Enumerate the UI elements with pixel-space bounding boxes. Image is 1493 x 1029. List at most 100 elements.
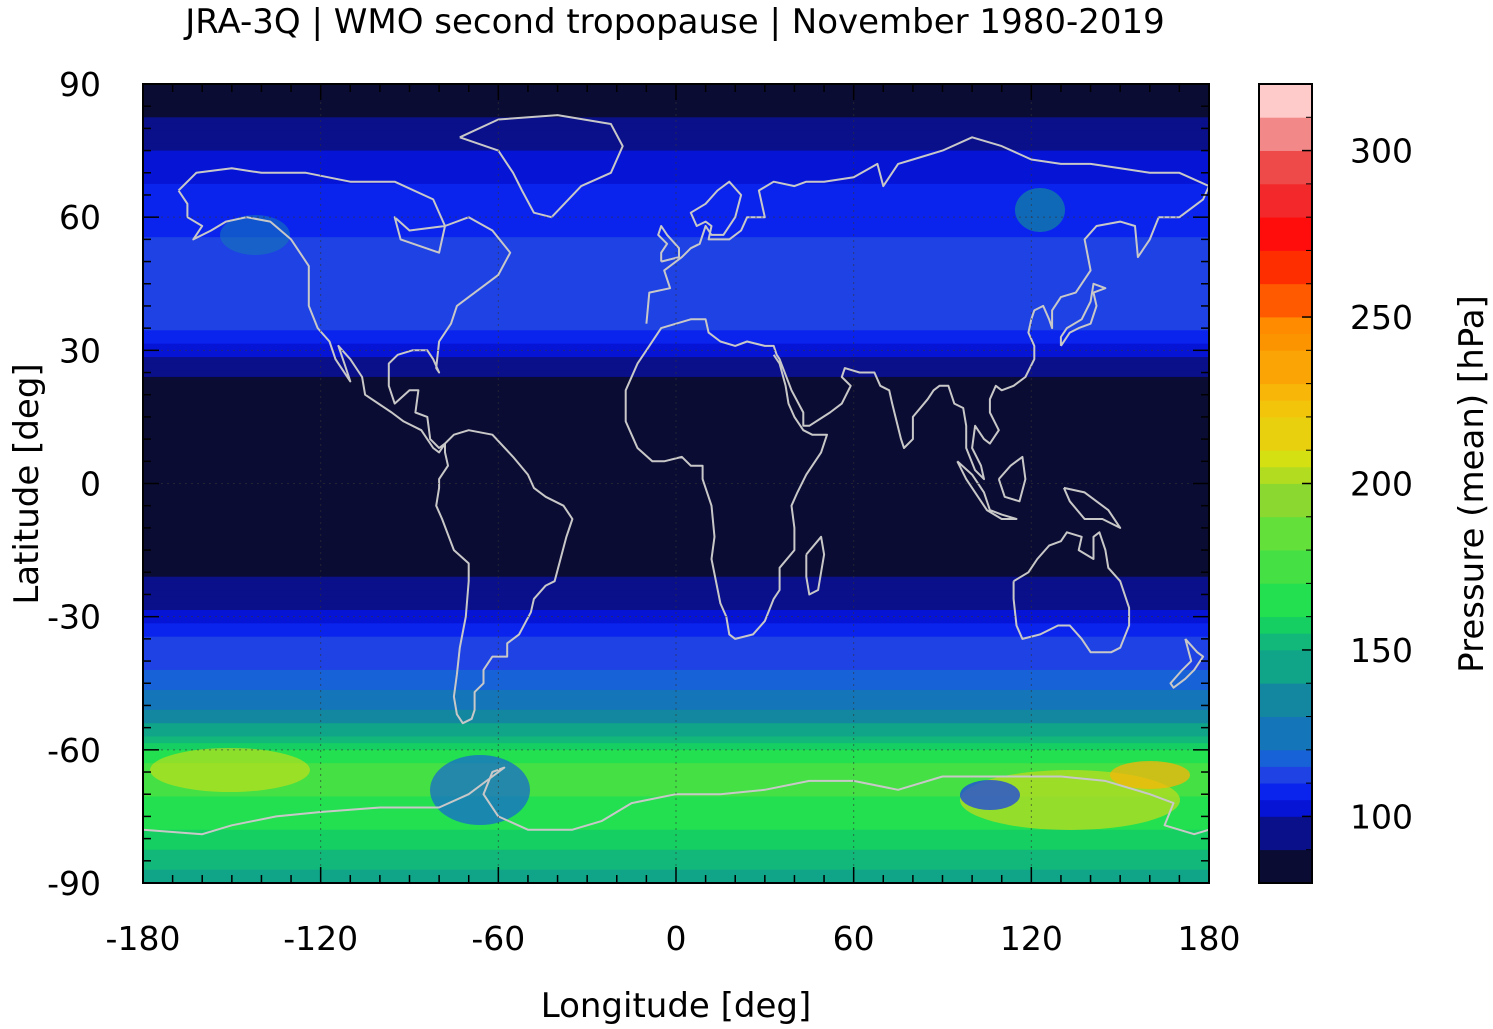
y-tick-label: 30 bbox=[59, 331, 101, 370]
colorbar-tick-label: 150 bbox=[1350, 631, 1413, 670]
latitude-band bbox=[143, 616, 1209, 624]
colorbar-bin bbox=[1259, 183, 1312, 218]
latitude-band bbox=[143, 576, 1209, 584]
x-tick-label: 180 bbox=[1178, 919, 1241, 958]
y-tick-label: -90 bbox=[47, 864, 101, 903]
x-tick-label: -60 bbox=[471, 919, 525, 958]
y-tick-label: 90 bbox=[59, 65, 101, 104]
antarctic-low-pressure-patch bbox=[960, 780, 1020, 810]
latitude-band bbox=[143, 443, 1209, 451]
colorbar-bin bbox=[1259, 84, 1312, 118]
latitude-band bbox=[143, 103, 1209, 112]
pressure-anomalies bbox=[150, 188, 1190, 830]
latitude-band bbox=[143, 450, 1209, 458]
latitude-band bbox=[143, 816, 1209, 824]
colorbar-bin bbox=[1259, 633, 1312, 651]
latitude-band bbox=[143, 270, 1209, 278]
map-plot bbox=[143, 84, 1209, 883]
latitude-band bbox=[143, 143, 1209, 152]
latitude-band bbox=[143, 736, 1209, 744]
latitude-band bbox=[143, 516, 1209, 525]
latitude-band bbox=[143, 829, 1209, 837]
latitude-band bbox=[143, 570, 1209, 578]
colorbar-bin bbox=[1259, 749, 1312, 767]
latitude-band bbox=[143, 696, 1209, 704]
latitude-band bbox=[143, 390, 1209, 398]
latitude-band bbox=[143, 803, 1209, 811]
colorbar-bin bbox=[1259, 466, 1312, 484]
latitude-band bbox=[143, 583, 1209, 591]
colorbar-bin bbox=[1259, 450, 1312, 468]
coastline-madagascar bbox=[805, 535, 826, 596]
colorbar-bin bbox=[1259, 766, 1312, 784]
latitude-band bbox=[143, 763, 1209, 771]
latitude-band bbox=[143, 510, 1209, 518]
latitude-band bbox=[143, 689, 1209, 698]
coastline-antarctica bbox=[143, 766, 1209, 836]
coastline-new-zealand bbox=[1169, 638, 1205, 689]
siberia-green-patch bbox=[1015, 188, 1065, 232]
latitude-band bbox=[143, 163, 1209, 172]
latitude-band bbox=[143, 403, 1209, 411]
colorbar-bin bbox=[1259, 783, 1312, 801]
colorbar-bin bbox=[1259, 150, 1312, 185]
latitude-band bbox=[143, 523, 1209, 531]
colorbar-bin bbox=[1259, 616, 1312, 634]
colorbar-bin bbox=[1259, 317, 1312, 335]
colorbar-bin bbox=[1259, 583, 1312, 618]
y-tick-label: -30 bbox=[47, 598, 101, 637]
latitude-band bbox=[143, 330, 1209, 338]
x-tick-label: 0 bbox=[666, 919, 687, 958]
latitude-band bbox=[143, 556, 1209, 564]
latitude-band bbox=[143, 496, 1209, 505]
latitude-band bbox=[143, 310, 1209, 318]
axis-ticks bbox=[142, 83, 1210, 884]
colorbar-bin bbox=[1259, 350, 1312, 385]
latitude-band bbox=[143, 709, 1209, 718]
colorbar-bin bbox=[1259, 716, 1312, 751]
latitude-band bbox=[143, 743, 1209, 751]
latitude-band bbox=[143, 683, 1209, 691]
colorbar-bin bbox=[1259, 250, 1312, 285]
latitude-band bbox=[143, 343, 1209, 351]
colorbar-bin bbox=[1259, 283, 1312, 318]
coastline-south-america bbox=[435, 429, 574, 725]
latitude-band bbox=[143, 676, 1209, 684]
latitude-band bbox=[143, 463, 1209, 471]
latitude-band bbox=[143, 623, 1209, 631]
latitude-band bbox=[143, 436, 1209, 445]
latitude-band bbox=[143, 157, 1209, 165]
colorbar-bin bbox=[1259, 816, 1312, 851]
x-tick-label: 120 bbox=[1000, 919, 1063, 958]
latitude-band bbox=[143, 210, 1209, 218]
x-tick-labels: -180 -120 -60 0 60 120 180 bbox=[106, 919, 1241, 958]
y-tick-labels: 90 60 30 0 -30 -60 -90 bbox=[47, 65, 101, 903]
coastline-australia bbox=[1012, 531, 1131, 654]
latitude-band bbox=[143, 410, 1209, 418]
latitude-band bbox=[143, 749, 1209, 758]
latitude-band bbox=[143, 703, 1209, 711]
latitude-band bbox=[143, 643, 1209, 651]
latitude-band bbox=[143, 250, 1209, 258]
colorbar-tick-label: 300 bbox=[1350, 132, 1413, 171]
latitude-band bbox=[143, 337, 1209, 345]
x-tick-label: -180 bbox=[106, 919, 181, 958]
latitude-band bbox=[143, 809, 1209, 818]
latitude-band bbox=[143, 197, 1209, 205]
latitude-band bbox=[143, 277, 1209, 285]
latitude-band bbox=[143, 283, 1209, 292]
latitude-band bbox=[143, 563, 1209, 571]
colorbar-bin bbox=[1259, 416, 1312, 451]
latitude-band bbox=[143, 137, 1209, 145]
colorbar-bin bbox=[1259, 849, 1312, 884]
latitude-band bbox=[143, 97, 1209, 105]
colorbar-tick-label: 200 bbox=[1350, 465, 1413, 504]
coastline-new-guinea bbox=[1062, 486, 1122, 529]
grid-lines bbox=[143, 84, 1209, 883]
colorbar-bin bbox=[1259, 400, 1312, 418]
colorbar-bin bbox=[1259, 799, 1312, 817]
colorbar-bin bbox=[1259, 550, 1312, 584]
latitude-band bbox=[143, 863, 1209, 871]
latitude-band bbox=[143, 317, 1209, 325]
